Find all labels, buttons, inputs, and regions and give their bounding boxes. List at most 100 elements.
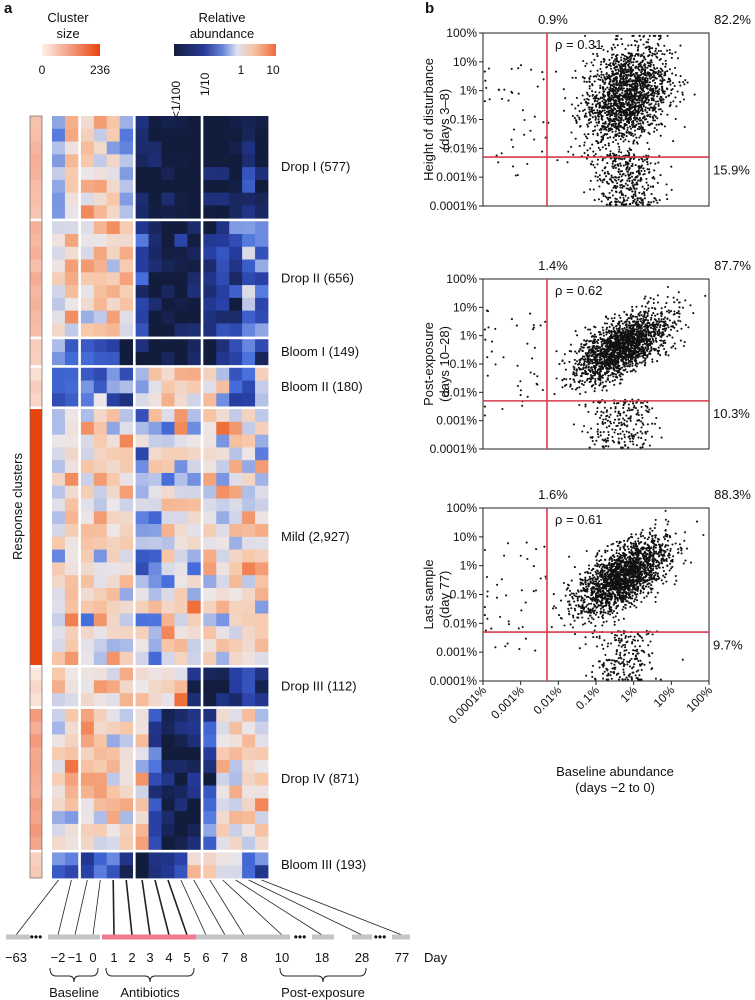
- heatmap-cell: [187, 367, 201, 381]
- scatter-point: [607, 130, 610, 133]
- heatmap-cell: [52, 192, 66, 206]
- scatter-point: [614, 62, 617, 65]
- scatter-point: [611, 94, 614, 98]
- scatter-point: [620, 446, 623, 449]
- scatter-point: [589, 179, 592, 182]
- heatmap-cell: [135, 511, 149, 525]
- scatter-point: [635, 110, 638, 113]
- scatter-point: [683, 83, 686, 86]
- scatter-point: [605, 114, 608, 117]
- scatter-point: [503, 88, 506, 91]
- scatter-point: [640, 157, 643, 160]
- heatmap-cell: [187, 297, 201, 312]
- scatter-point: [620, 192, 623, 195]
- scatter-point: [674, 74, 677, 77]
- scatter-point: [611, 324, 614, 327]
- scatter-point: [655, 128, 658, 132]
- quadrant-bottom-right-percent: 15.9%: [713, 162, 750, 177]
- scatter-point: [659, 134, 662, 137]
- scatter-point: [658, 74, 661, 77]
- heatmap-cell: [187, 760, 201, 774]
- scatter-point: [675, 311, 678, 314]
- scatter-point: [632, 119, 635, 122]
- scatter-point: [618, 320, 621, 323]
- heatmap-cell: [106, 600, 121, 614]
- heatmap-cell: [203, 460, 217, 474]
- scatter-point: [649, 115, 652, 118]
- scatter-point: [638, 191, 641, 194]
- scatter-point: [585, 157, 588, 160]
- heatmap-cell: [216, 811, 230, 825]
- scatter-point: [642, 56, 646, 59]
- scatter-point: [641, 443, 644, 446]
- scatter-point: [624, 174, 627, 177]
- scatter-point: [663, 90, 666, 93]
- heatmap-cell: [52, 865, 66, 879]
- scatter-point: [571, 115, 574, 118]
- heatmap-cell: [242, 760, 256, 774]
- heatmap-cell: [174, 760, 188, 774]
- heatmap-cell: [187, 536, 201, 551]
- scatter-point: [602, 73, 605, 77]
- heatmap-cell: [187, 734, 201, 748]
- scatter-points: [483, 285, 707, 449]
- scatter-point: [630, 89, 633, 92]
- scatter-point: [631, 398, 634, 401]
- scatter-point: [569, 383, 572, 386]
- scatter-point: [676, 57, 679, 60]
- scatter-point: [619, 367, 622, 370]
- scatter-point: [632, 443, 635, 446]
- scatter-point: [544, 320, 547, 323]
- scatter-point: [608, 82, 611, 86]
- scatter-point: [605, 77, 608, 81]
- cluster-size-cell: [30, 323, 42, 337]
- scatter-point: [603, 58, 606, 62]
- scatter-point: [517, 92, 520, 95]
- heatmap-cell: [161, 116, 175, 130]
- scatter-point: [618, 129, 621, 132]
- heatmap-cell: [255, 575, 269, 589]
- scatter-point: [555, 70, 558, 73]
- heatmap-cell: [80, 259, 95, 273]
- heatmap-cell: [148, 485, 162, 499]
- scatter-point: [615, 112, 618, 115]
- heatmap-cell: [216, 434, 230, 448]
- scatter-point: [570, 103, 574, 106]
- heatmap-cell: [106, 259, 121, 273]
- scatter-point: [607, 182, 610, 185]
- scatter-point: [668, 311, 671, 314]
- scatter-point: [624, 163, 627, 166]
- heatmap-cell: [119, 680, 134, 694]
- scatter-point: [655, 123, 658, 126]
- heatmap-cell: [80, 310, 95, 324]
- scatter-point: [619, 84, 622, 87]
- heatmap-cell: [106, 575, 121, 589]
- heatmap-cell: [242, 549, 256, 563]
- heatmap-cell: [135, 233, 149, 248]
- scatter-point: [647, 55, 650, 58]
- scatter-point: [539, 324, 542, 327]
- scatter-point: [646, 85, 649, 88]
- scatter-point: [588, 340, 591, 343]
- scatter-point: [606, 105, 609, 108]
- heatmap-cell: [161, 785, 175, 799]
- heatmap-cell: [119, 167, 134, 181]
- heatmap-cell: [80, 693, 95, 707]
- heatmap-cell: [229, 351, 243, 366]
- scatter-point: [611, 160, 615, 163]
- heatmap-cell: [119, 811, 134, 825]
- heatmap-cell: [174, 285, 188, 299]
- scatter-point: [641, 66, 644, 69]
- heatmap-cell: [174, 128, 188, 142]
- scatter-point: [654, 162, 657, 165]
- heatmap-cell: [64, 549, 79, 563]
- scatter-point: [596, 134, 599, 137]
- scatter-point: [635, 333, 638, 336]
- scatter-point: [637, 122, 640, 125]
- scatter-point: [646, 95, 649, 98]
- scatter-point: [605, 410, 608, 413]
- heatmap-cell: [242, 836, 256, 850]
- heatmap-cell: [106, 285, 121, 299]
- heatmap-cell: [64, 472, 79, 487]
